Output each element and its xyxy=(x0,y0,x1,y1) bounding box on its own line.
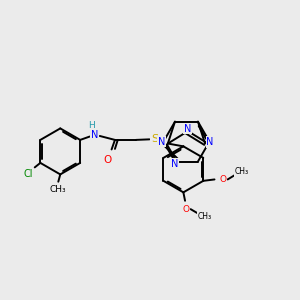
Text: Cl: Cl xyxy=(23,169,33,178)
Text: N: N xyxy=(171,159,178,169)
Text: N: N xyxy=(184,124,191,134)
Text: O: O xyxy=(103,155,112,165)
Text: O: O xyxy=(219,175,226,184)
Text: CH₃: CH₃ xyxy=(235,167,249,176)
Text: H: H xyxy=(88,122,95,130)
Text: CH₃: CH₃ xyxy=(49,185,66,194)
Text: O: O xyxy=(182,205,189,214)
Text: N: N xyxy=(91,130,98,140)
Text: S: S xyxy=(151,134,158,144)
Text: N: N xyxy=(206,137,214,147)
Text: N: N xyxy=(158,136,165,147)
Text: CH₃: CH₃ xyxy=(198,212,212,221)
